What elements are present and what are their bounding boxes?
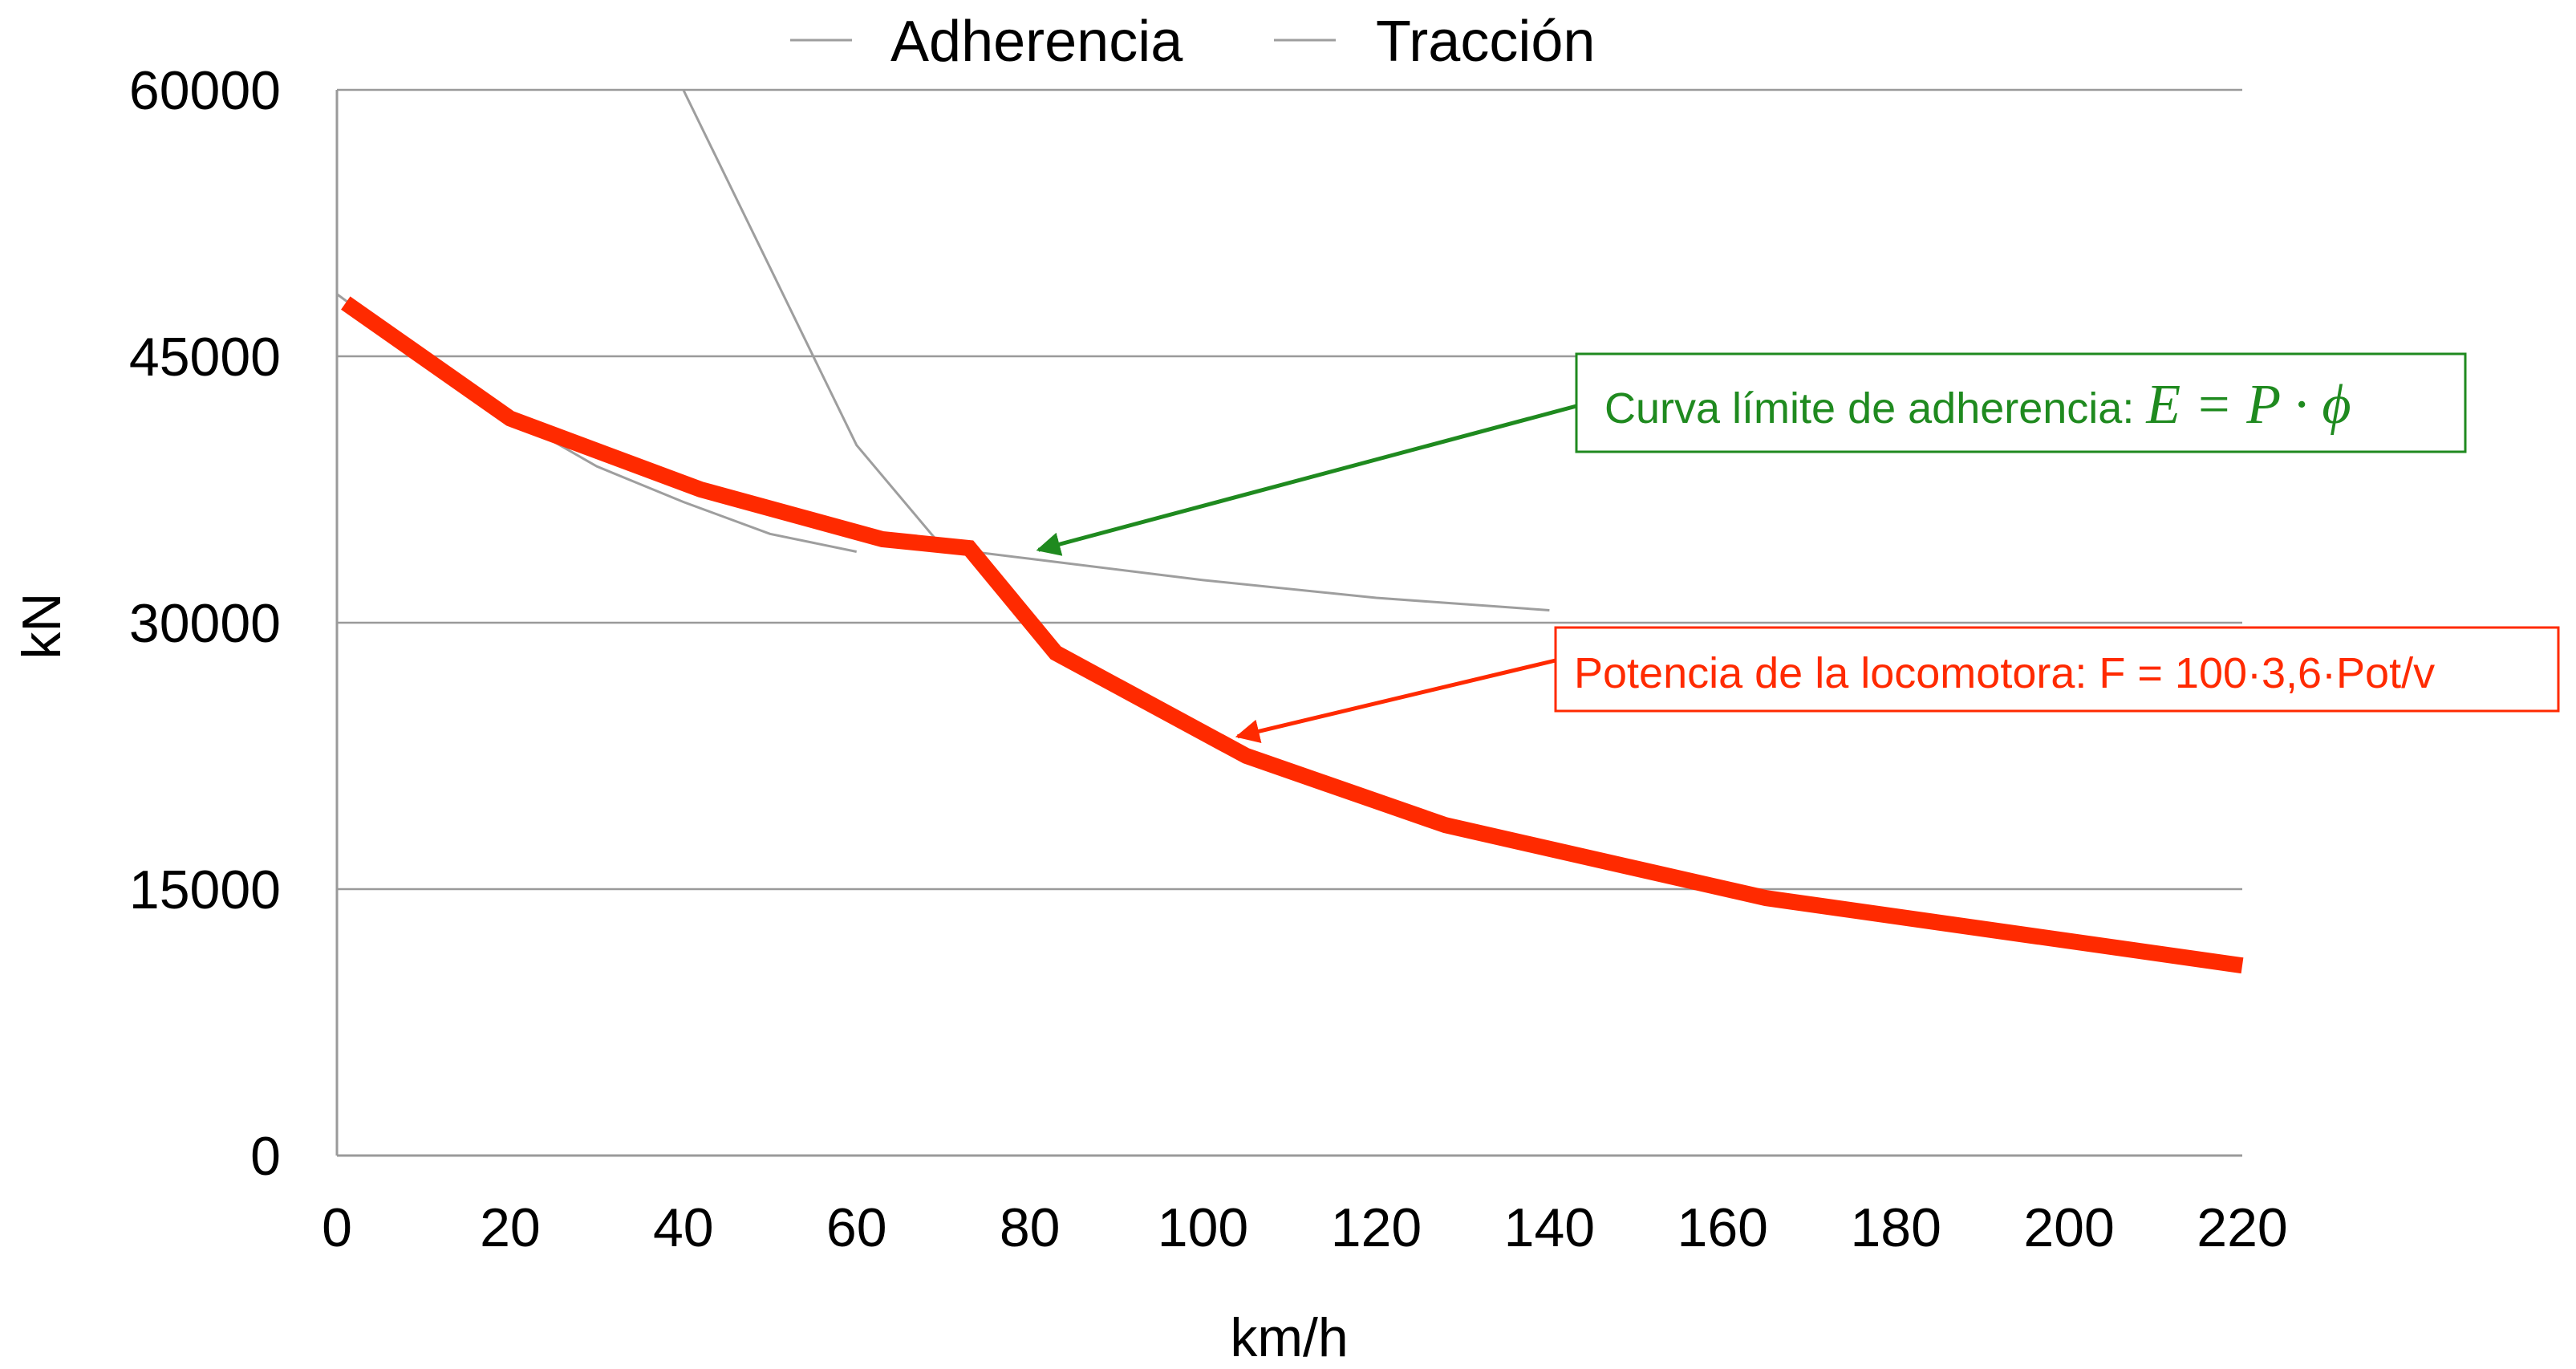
x-tick-label-20: 20: [480, 1197, 541, 1258]
y-axis-title: kN: [11, 592, 72, 659]
x-tick-label-100: 100: [1158, 1197, 1248, 1258]
x-tick-label-180: 180: [1850, 1197, 1941, 1258]
x-tick-label-0: 0: [322, 1197, 352, 1258]
annotation-potencia: Potencia de la locomotora: F = 100·3,6·P…: [1235, 626, 2560, 743]
x-tick-label-140: 140: [1504, 1197, 1595, 1258]
series: [336, 89, 2244, 974]
x-tick-label-60: 60: [826, 1197, 887, 1258]
x-tick-label-40: 40: [653, 1197, 714, 1258]
series-line-traccion: [682, 89, 1550, 611]
annotation-adherencia-formula: E = P · ϕ: [2145, 374, 2351, 436]
annotation-adherencia: Curva límite de adherencia: E = P · ϕ: [1036, 352, 2467, 556]
series-line-potencia-de-la-locomotora: [341, 296, 2244, 974]
x-tick-label-80: 80: [1000, 1197, 1061, 1258]
y-tick-label-45000: 45000: [129, 327, 281, 388]
x-axis-title: km/h: [1230, 1307, 1348, 1368]
legend-label-traccion: Tracción: [1376, 10, 1595, 74]
y-tick-label-60000: 60000: [129, 60, 281, 121]
y-tick-label-0: 0: [250, 1126, 281, 1187]
y-tick-labels: 0 15000 30000 45000 60000: [129, 60, 281, 1187]
annotation-adherencia-arrow: [1036, 404, 1577, 556]
annotation-potencia-arrow: [1235, 658, 1556, 743]
annotation-adherencia-box: [1575, 352, 2467, 453]
grid: [337, 88, 2242, 891]
x-tick-labels: 0 20 40 60 80 100 120 140 160 180 200 220: [322, 1197, 2288, 1258]
annotation-adherencia-label: Curva límite de adherencia:: [1604, 384, 2146, 433]
annotation-potencia-text: Potencia de la locomotora: F = 100·3,6·P…: [1574, 649, 2435, 697]
axes: [335, 90, 2242, 1157]
legend-label-adherencia: Adherencia: [890, 10, 1183, 74]
annotation-potencia-box: [1554, 626, 2560, 713]
y-tick-label-30000: 30000: [129, 593, 281, 654]
y-tick-label-15000: 15000: [129, 859, 281, 920]
x-tick-label-120: 120: [1331, 1197, 1422, 1258]
x-tick-label-220: 220: [2197, 1197, 2287, 1258]
x-tick-label-200: 200: [2023, 1197, 2114, 1258]
legend: Adherencia Tracción: [790, 10, 1595, 74]
x-tick-label-160: 160: [1677, 1197, 1768, 1258]
annotation-adherencia-text: Curva límite de adherencia: E = P · ϕ: [1604, 374, 2351, 436]
